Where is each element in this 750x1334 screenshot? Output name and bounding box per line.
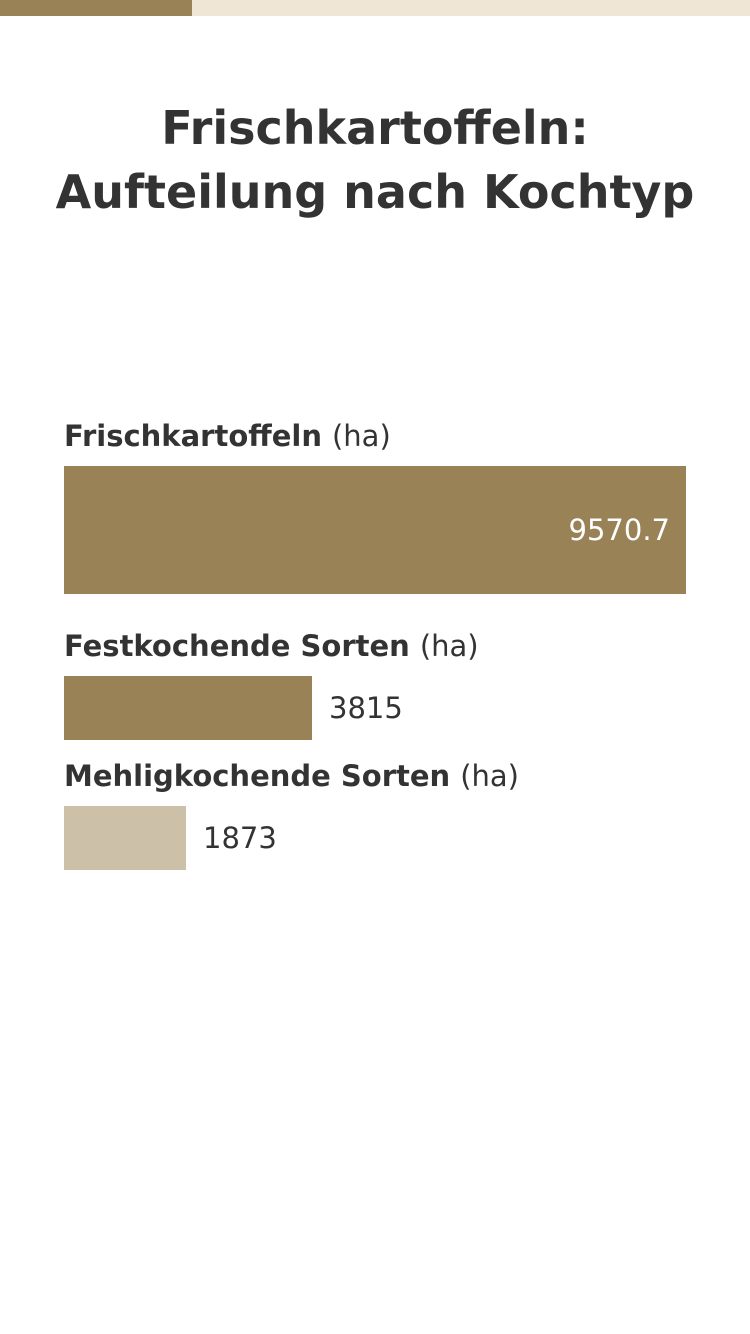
value-label-frischkartoffeln: 9570.7: [568, 513, 670, 547]
chart-title-line-1: Frischkartoffeln:: [161, 101, 589, 155]
bar-frischkartoffeln: [64, 466, 686, 594]
bar-chart: Frischkartoffeln (ha) 9570.7 Festkochende S…: [64, 0, 686, 1334]
unit-label: (ha): [331, 419, 391, 453]
bar-mehligkochende-sorten: [64, 806, 186, 870]
category-name: Mehligkochende Sorten: [64, 759, 451, 793]
category-name: Frischkartoffeln: [64, 419, 322, 453]
category-label-frischkartoffeln: Frischkartoffeln (ha): [64, 416, 391, 456]
category-name: Festkochende Sorten: [64, 629, 410, 663]
unit-label: (ha): [419, 629, 479, 663]
chart-title-line-2: Aufteilung nach Kochtyp: [55, 165, 695, 219]
category-label-mehligkochende-sorten: Mehligkochende Sorten (ha): [64, 756, 519, 796]
bar-festkochende-sorten: [64, 676, 312, 740]
category-label-festkochende-sorten: Festkochende Sorten (ha): [64, 626, 479, 666]
value-label-festkochende-sorten: 3815: [329, 691, 403, 725]
chart-title: Frischkartoffeln: Aufteilung nach Kochty…: [40, 96, 710, 224]
unit-label: (ha): [460, 759, 519, 793]
value-label-mehligkochende-sorten: 1873: [203, 821, 277, 855]
progress-bar-track: [0, 0, 750, 16]
progress-bar-fill: [0, 0, 192, 16]
